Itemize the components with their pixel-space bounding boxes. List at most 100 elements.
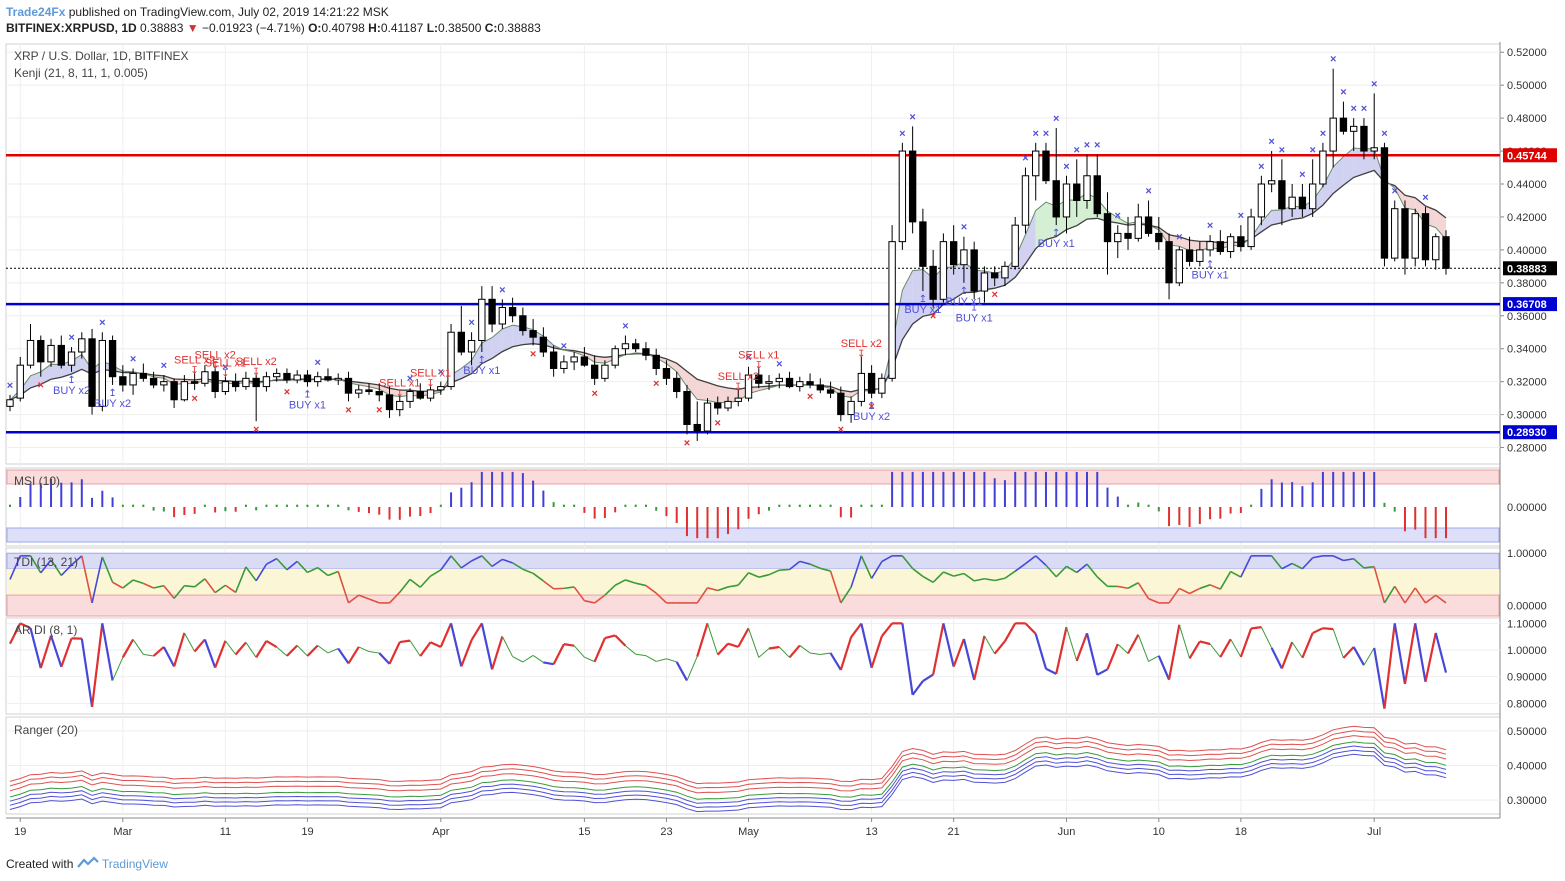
candle-body bbox=[303, 374, 312, 383]
ardi-line-segment bbox=[696, 623, 709, 657]
candle-body bbox=[139, 372, 148, 379]
tdi-y-label: 0.00000 bbox=[1507, 601, 1547, 613]
tdi-line-segment bbox=[789, 560, 801, 571]
candle-body bbox=[621, 343, 630, 350]
buy-signal-label: BUY x1 bbox=[1192, 269, 1229, 281]
ardi-line-segment bbox=[409, 640, 421, 657]
tdi-line-segment bbox=[296, 560, 309, 574]
tdi-line-segment bbox=[594, 594, 606, 604]
level-label: 0.38883 bbox=[1507, 263, 1547, 275]
tdi-line-segment bbox=[1178, 587, 1190, 595]
candle-body bbox=[888, 241, 896, 379]
tdi-line-segment bbox=[388, 591, 401, 604]
buy-marker: × bbox=[1094, 139, 1100, 151]
kenji-band bbox=[1281, 206, 1293, 223]
buy-signal-label: BUY x1 bbox=[1038, 238, 1075, 250]
candle-body bbox=[1442, 236, 1450, 269]
tdi-line-segment bbox=[153, 584, 165, 589]
sell-signal-label: SELL x2 bbox=[841, 338, 882, 350]
buy-marker: × bbox=[1063, 161, 1069, 173]
sell-arrow-icon: ↧ bbox=[426, 379, 434, 390]
ardi-y-label: 1.00000 bbox=[1507, 645, 1547, 657]
candle-body bbox=[1134, 216, 1142, 239]
msi-title: MSI (10) bbox=[14, 474, 60, 488]
tradingview-logo-text[interactable]: TradingView bbox=[101, 857, 168, 871]
candle-body bbox=[590, 364, 599, 379]
buy-marker: × bbox=[1207, 220, 1213, 232]
tdi-line-segment bbox=[29, 555, 42, 574]
ardi-line-segment bbox=[1383, 623, 1396, 709]
candle-body bbox=[816, 384, 824, 391]
ardi-line-segment bbox=[716, 642, 729, 656]
tdi-line-segment bbox=[194, 578, 206, 588]
tdi-line-segment bbox=[1189, 587, 1201, 595]
candle-body bbox=[1155, 232, 1163, 243]
tdi-line-segment bbox=[707, 587, 718, 592]
buy-marker: × bbox=[468, 317, 474, 329]
ardi-line-segment bbox=[470, 622, 483, 641]
ardi-line-segment bbox=[214, 640, 227, 669]
buy-marker: × bbox=[1032, 128, 1038, 140]
kenji-band bbox=[584, 352, 595, 363]
ardi-line-segment bbox=[60, 637, 73, 668]
chart-area[interactable]: 0.28000 0.30000 0.32000 0.34000 0.36000 0.380… bbox=[0, 42, 1565, 852]
chart-svg[interactable]: 0.28000 0.30000 0.32000 0.34000 0.36000 0.380… bbox=[0, 42, 1565, 852]
ardi-line-segment bbox=[799, 645, 811, 654]
sell-marker: × bbox=[991, 289, 997, 301]
sell-arrow-icon: ↧ bbox=[211, 360, 219, 371]
ardi-line-segment bbox=[225, 640, 237, 655]
candle-body bbox=[416, 391, 424, 399]
tdi-line-segment bbox=[625, 579, 636, 584]
ardi-line-segment bbox=[870, 635, 883, 669]
ardi-line-segment bbox=[1373, 647, 1386, 709]
level-label-bg bbox=[1503, 148, 1557, 163]
kenji-band bbox=[1353, 148, 1364, 178]
buy-marker: × bbox=[314, 357, 320, 369]
tdi-line-segment bbox=[430, 569, 442, 577]
ardi-line-segment bbox=[1219, 638, 1232, 658]
tdi-line-segment bbox=[173, 585, 185, 599]
tdi-line-segment bbox=[737, 572, 750, 586]
sell-arrow-icon: ↧ bbox=[755, 360, 763, 371]
candle-body bbox=[1124, 232, 1132, 239]
low-label: L: bbox=[426, 21, 439, 35]
x-tick-label: 11 bbox=[220, 826, 231, 838]
ardi-line-segment bbox=[1270, 647, 1283, 669]
tdi-title: TDI (13, 21) bbox=[14, 555, 78, 569]
ardi-line-segment bbox=[9, 622, 22, 645]
candle-body bbox=[1093, 175, 1101, 215]
x-tick-label: 21 bbox=[948, 826, 960, 838]
ardi-line-segment bbox=[512, 656, 524, 663]
ardi-line-segment bbox=[439, 622, 453, 648]
sell-marker: × bbox=[253, 424, 259, 436]
tdi-line-segment bbox=[912, 567, 924, 578]
sell-signal-label: SELL x2 bbox=[195, 349, 236, 361]
buy-arrow-icon: ↥ bbox=[867, 401, 875, 412]
symbol-line: BITFINEX:XRPUSD, 1D bbox=[6, 21, 137, 35]
y-tick-label: 0.36000 bbox=[1507, 311, 1547, 323]
candle-body bbox=[498, 307, 507, 325]
ardi-line-segment bbox=[234, 641, 247, 656]
sell-marker: × bbox=[345, 404, 351, 416]
sell-signal-label: SELL x2 bbox=[236, 356, 277, 368]
tdi-line-segment bbox=[994, 577, 1006, 582]
buy-marker: × bbox=[130, 353, 136, 365]
candle-body bbox=[1308, 183, 1317, 210]
sell-signal-label: SELL x1 bbox=[410, 368, 451, 380]
ardi-line-segment bbox=[1424, 632, 1437, 683]
tdi-line-segment bbox=[1086, 563, 1098, 578]
sell-signal-label: SELL x1 bbox=[379, 377, 420, 389]
ardi-line-segment bbox=[552, 643, 565, 665]
tdi-line-segment bbox=[347, 594, 360, 604]
candle-body bbox=[221, 381, 230, 393]
candle-body bbox=[396, 400, 404, 411]
ardi-line-segment bbox=[973, 635, 986, 681]
kenji-band bbox=[1025, 210, 1036, 264]
candle-body bbox=[1185, 249, 1194, 262]
candle-body bbox=[273, 372, 281, 378]
sell-marker: × bbox=[653, 378, 659, 390]
candle-body bbox=[324, 376, 332, 381]
candle-body bbox=[252, 377, 260, 388]
author-name[interactable]: Trade24Fx bbox=[6, 5, 66, 19]
tdi-line-segment bbox=[337, 571, 350, 604]
